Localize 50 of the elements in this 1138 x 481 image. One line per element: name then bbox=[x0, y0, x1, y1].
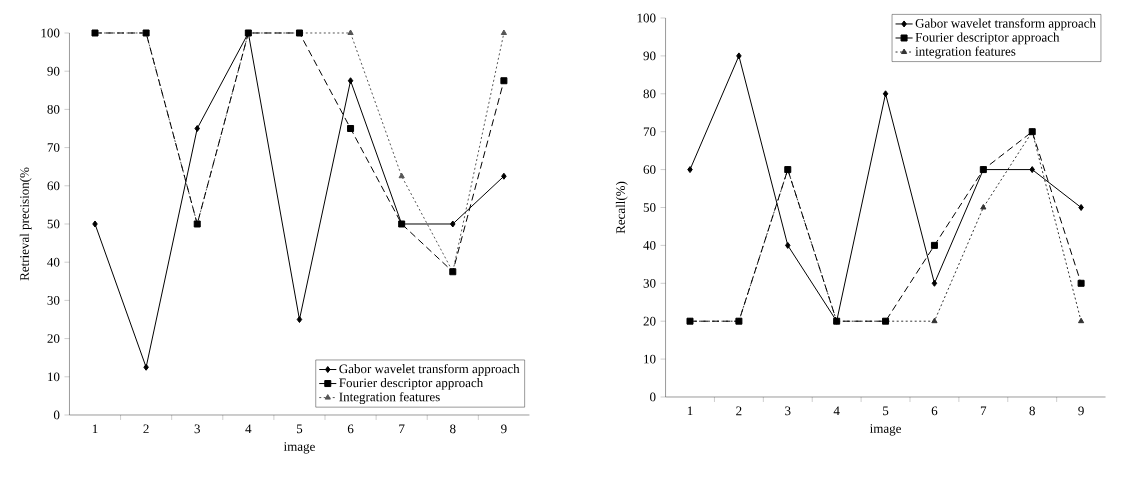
x-axis-title: image bbox=[283, 442, 315, 454]
x-tick-label: 1 bbox=[687, 406, 693, 416]
y-tick-label: 70 bbox=[47, 143, 60, 152]
y-tick-label: 60 bbox=[643, 165, 656, 174]
x-tick-label: 9 bbox=[501, 424, 507, 434]
x-tick-label: 8 bbox=[450, 424, 456, 434]
y-tick-label: 30 bbox=[643, 278, 656, 288]
y-tick-label: 80 bbox=[47, 105, 60, 114]
y-axis-title: Retrieval precision(% bbox=[19, 167, 32, 281]
x-tick-label: 3 bbox=[785, 406, 791, 416]
x-tick-label: 7 bbox=[399, 424, 405, 434]
x-tick-label: 6 bbox=[347, 424, 354, 434]
y-tick-label: 100 bbox=[41, 28, 60, 38]
x-tick-label: 2 bbox=[143, 424, 149, 434]
x-tick-label: 1 bbox=[92, 424, 98, 434]
x-tick-label: 5 bbox=[883, 406, 889, 416]
x-tick-label: 4 bbox=[245, 424, 252, 434]
y-axis-title: Recall(%) bbox=[615, 181, 628, 234]
y-tick-label: 80 bbox=[643, 89, 656, 99]
y-tick-label: 50 bbox=[643, 203, 656, 212]
legend-label: Fourier descriptor approach bbox=[339, 378, 484, 390]
y-tick-label: 60 bbox=[47, 181, 60, 191]
y-tick-label: 40 bbox=[643, 241, 656, 250]
legend-label: Integration features bbox=[339, 392, 440, 404]
legend-label: integration features bbox=[915, 46, 1016, 59]
x-tick-label: 2 bbox=[736, 406, 742, 416]
y-tick-label: 40 bbox=[47, 257, 60, 267]
x-axis-title: image bbox=[869, 424, 901, 436]
x-tick-label: 4 bbox=[833, 406, 840, 416]
y-tick-label: 90 bbox=[643, 51, 656, 61]
x-tick-label: 3 bbox=[194, 424, 200, 434]
x-tick-label: 5 bbox=[296, 424, 303, 434]
legend-label: Gabor wavelet transform approach bbox=[915, 18, 1096, 31]
x-tick-label: 7 bbox=[980, 406, 987, 416]
y-tick-label: 10 bbox=[48, 372, 60, 382]
legend-label: Fourier descriptor approach bbox=[915, 32, 1060, 45]
y-tick-label: 20 bbox=[643, 316, 656, 326]
y-tick-label: 0 bbox=[53, 410, 60, 420]
y-tick-label: 0 bbox=[650, 392, 656, 402]
y-tick-label: 70 bbox=[643, 127, 656, 137]
x-tick-label: 8 bbox=[1029, 406, 1035, 416]
y-tick-label: 100 bbox=[637, 13, 656, 23]
y-tick-label: 30 bbox=[47, 296, 60, 305]
x-tick-label: 9 bbox=[1078, 406, 1084, 416]
x-tick-label: 6 bbox=[931, 406, 938, 416]
y-tick-label: 50 bbox=[47, 219, 60, 229]
y-tick-label: 20 bbox=[47, 334, 60, 343]
legend-label: Gabor wavelet transform approach bbox=[339, 363, 520, 376]
y-tick-label: 90 bbox=[47, 66, 60, 76]
y-tick-label: 10 bbox=[644, 354, 656, 364]
